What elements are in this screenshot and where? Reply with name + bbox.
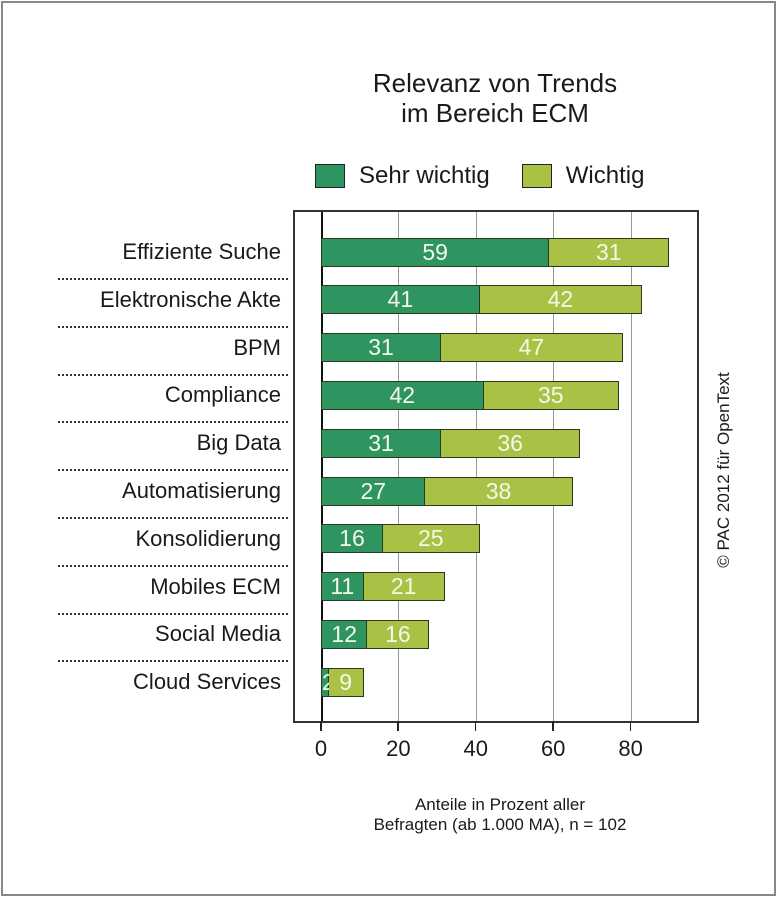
legend-label: Wichtig: [565, 162, 645, 189]
bar-row: 41 42: [321, 285, 643, 315]
x-tick: [474, 721, 477, 731]
category-label: Effiziente Suche: [122, 239, 281, 264]
gridline: [475, 212, 477, 721]
copyright-credit: © PAC 2012 für OpenText: [714, 372, 733, 568]
row-separator: [58, 469, 288, 472]
bar-row: 42 35: [321, 380, 619, 410]
row-separator: [58, 564, 288, 567]
category-label: Automatisierung: [122, 478, 281, 503]
row-separator: [58, 660, 288, 663]
legend-swatch-wichtig: [521, 164, 552, 188]
chart-title: Relevanz von Trends im Bereich ECM: [290, 68, 700, 128]
gridline: [553, 212, 555, 721]
bar-segment-wichtig: 9: [328, 667, 364, 697]
title-line-1: Relevanz von Trends: [372, 68, 618, 98]
bar-segment-sehr-wichtig: 11: [321, 572, 364, 602]
bar-row: 29: [321, 667, 364, 697]
x-tick: [397, 721, 399, 731]
category-label: Mobiles ECM: [150, 573, 281, 599]
bar-row: 31 47: [321, 333, 623, 363]
bar-segment-wichtig: 25: [382, 524, 480, 554]
bar-segment-wichtig: 36: [440, 428, 581, 458]
bar-segment-sehr-wichtig: 31: [321, 333, 441, 363]
x-tick: [629, 721, 632, 731]
bar-segment-wichtig: 31: [549, 237, 670, 267]
row-separator: [58, 517, 288, 519]
bar-segment-sehr-wichtig: 27: [321, 476, 426, 506]
bar-segment-wichtig: 47: [440, 333, 623, 363]
bar-segment-sehr-wichtig: 31: [321, 428, 441, 458]
bar-segment-wichtig: 21: [363, 572, 445, 602]
bar-row: 12 16: [321, 619, 430, 649]
category-label: BPM: [233, 334, 281, 360]
row-separator: [58, 612, 288, 615]
row-separator: [58, 421, 288, 424]
bar-row: 27 38: [321, 476, 573, 506]
bar-segment-wichtig: 38: [425, 476, 573, 506]
bar-segment-sehr-wichtig: 12: [321, 619, 368, 649]
bar-segment-wichtig: 42: [479, 285, 643, 315]
row-separator: [58, 278, 288, 280]
category-label: Konsolidierung: [135, 525, 281, 551]
row-separator: [58, 373, 288, 376]
x-tick-label: 20: [386, 736, 411, 761]
legend-item-sehr-wichtig: Sehr wichtig: [315, 162, 490, 190]
category-label: Compliance: [164, 382, 281, 408]
bar-row: 16 25: [321, 524, 480, 554]
x-tick-label: 0: [314, 736, 328, 761]
category-label: Elektronische Akte: [100, 286, 281, 312]
category-label: Social Media: [155, 621, 281, 647]
bar-segment-sehr-wichtig: 2: [321, 667, 335, 697]
category-label: Cloud Services: [133, 669, 281, 695]
plot-area: 59314142314742353136273816251121121629: [293, 210, 699, 723]
bar-row: 59 31: [321, 237, 670, 267]
legend-item-wichtig: Wichtig: [521, 162, 645, 190]
x-axis-label: Anteile in Prozent aller Befragten (ab 1…: [300, 795, 700, 835]
x-tick-label: 40: [463, 736, 489, 761]
gridline: [398, 212, 400, 721]
gridline: [630, 212, 632, 721]
bar-segment-wichtig: 35: [483, 380, 619, 410]
bar-row: 11 21: [321, 572, 445, 602]
bar-row: 31 36: [321, 428, 581, 458]
zero-axis-line: [321, 212, 323, 721]
x-axis-label-line-2: Befragten (ab 1.000 MA), n = 102: [373, 815, 627, 834]
legend-swatch-sehr-wichtig: [315, 164, 345, 188]
row-separator: [58, 325, 288, 328]
bar-segment-wichtig: 16: [367, 619, 430, 649]
bar-segment-sehr-wichtig: 59: [321, 237, 550, 267]
bar-segment-sehr-wichtig: 16: [321, 524, 383, 554]
bar-segment-sehr-wichtig: 42: [321, 380, 484, 410]
legend-label: Sehr wichtig: [359, 162, 490, 189]
x-tick: [552, 721, 554, 731]
category-label: Big Data: [196, 430, 281, 456]
bar-segment-sehr-wichtig: 41: [321, 285, 480, 315]
legend: Sehr wichtig Wichtig: [315, 162, 676, 190]
x-axis-label-line-1: Anteile in Prozent aller: [414, 795, 586, 814]
x-tick-label: 80: [618, 736, 643, 761]
x-tick: [320, 721, 322, 731]
title-line-2: im Bereich ECM: [401, 98, 589, 128]
x-tick-label: 60: [540, 736, 566, 761]
